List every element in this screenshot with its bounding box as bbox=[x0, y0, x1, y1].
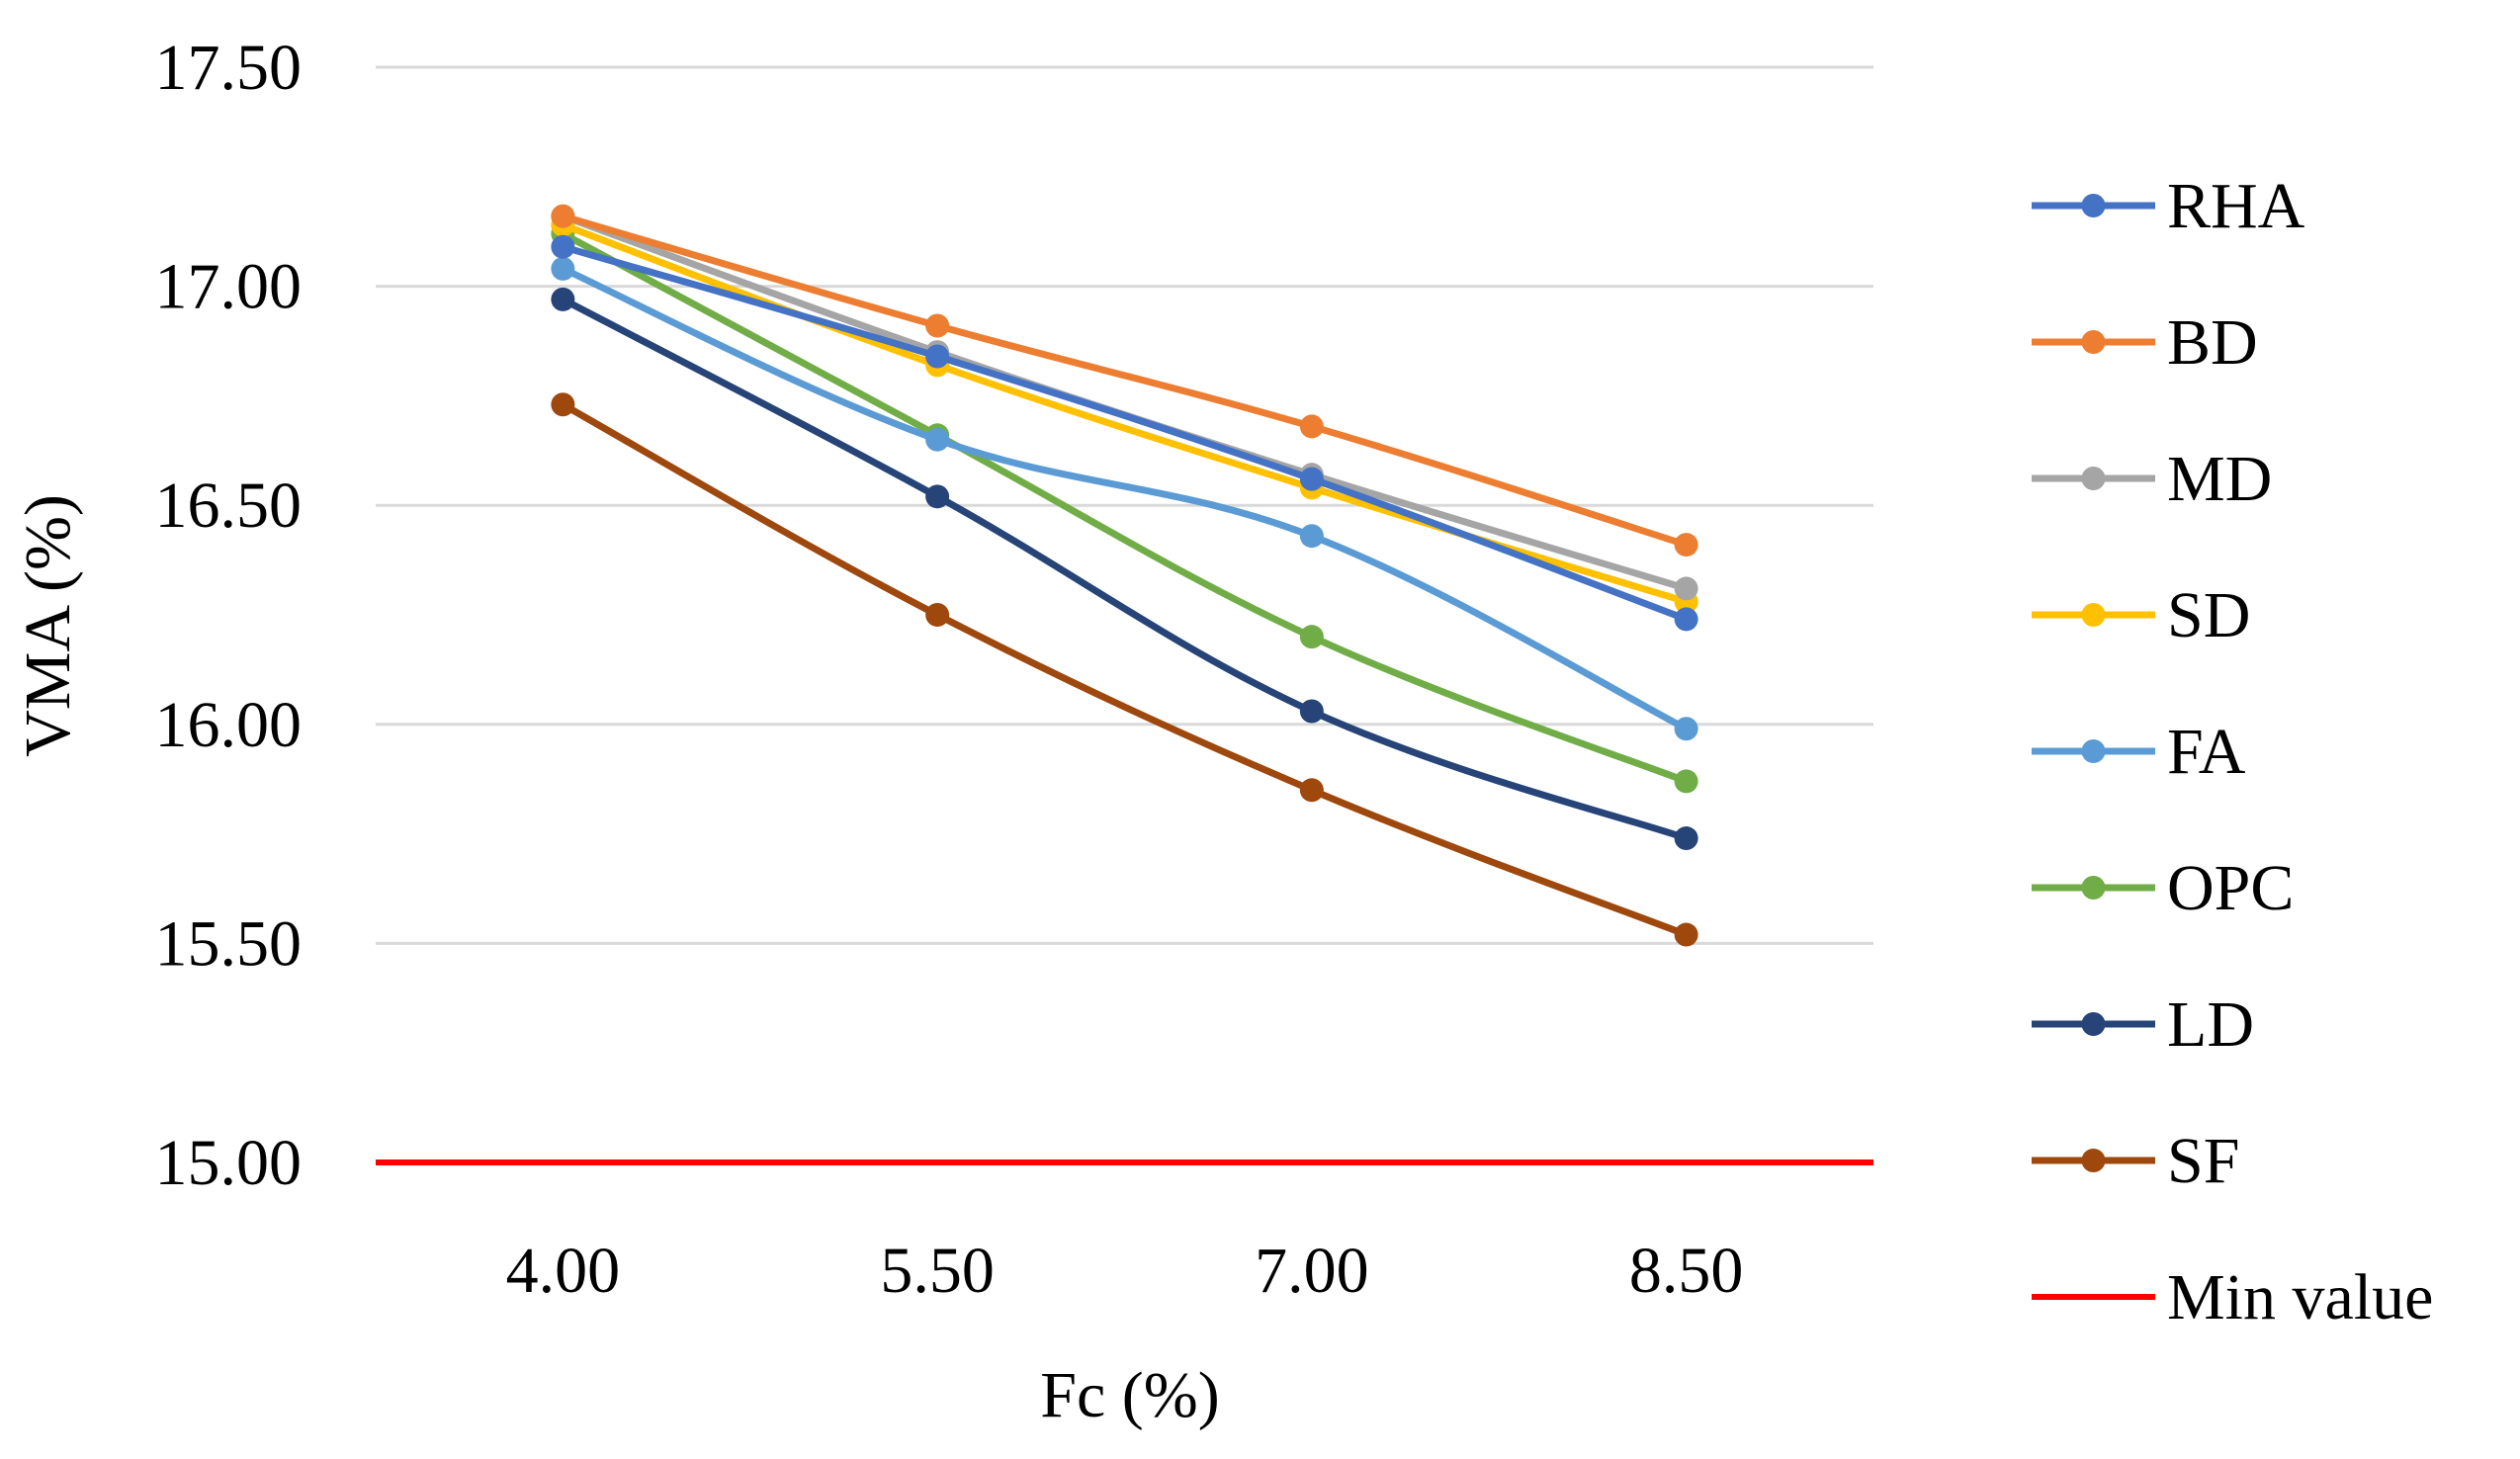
data-point-sf bbox=[925, 603, 950, 627]
y-axis-ticks: 15.00 15.50 16.00 16.50 17.00 17.50 bbox=[155, 32, 303, 1199]
legend-label-sf: SF bbox=[2167, 1125, 2239, 1197]
y-tick-label: 17.00 bbox=[155, 251, 303, 323]
series-line-sf bbox=[559, 400, 1691, 939]
y-tick-label: 15.50 bbox=[155, 907, 303, 980]
series-fa bbox=[551, 256, 1698, 741]
legend: RHA BD MD SD FA OPC LD SF Min value bbox=[2032, 170, 2433, 1333]
series-line-opc bbox=[559, 229, 1691, 785]
data-point-sf bbox=[1299, 778, 1324, 803]
legend-label-fa: FA bbox=[2167, 716, 2246, 788]
data-point-md bbox=[1674, 576, 1698, 601]
series-line-ld bbox=[559, 296, 1691, 842]
x-axis-title: Fc (%) bbox=[1040, 1359, 1219, 1431]
data-point-bd bbox=[1674, 533, 1698, 558]
legend-label-min-value: Min value bbox=[2167, 1261, 2433, 1333]
data-point-sf bbox=[1674, 922, 1698, 947]
data-point-opc bbox=[1299, 625, 1324, 649]
y-tick-label: 15.00 bbox=[155, 1127, 303, 1199]
legend-marker-rha bbox=[2081, 194, 2106, 217]
data-point-rha bbox=[925, 344, 950, 369]
legend-item-rha: RHA bbox=[2032, 170, 2305, 242]
data-point-ld bbox=[551, 287, 575, 311]
legend-label-sd: SD bbox=[2167, 579, 2250, 651]
data-point-rha bbox=[1674, 607, 1698, 632]
series-bd bbox=[551, 204, 1698, 558]
data-point-ld bbox=[1299, 699, 1324, 724]
data-point-opc bbox=[1674, 769, 1698, 794]
data-point-bd bbox=[1299, 414, 1324, 439]
legend-item-md: MD bbox=[2032, 443, 2272, 515]
series-line-rha bbox=[559, 243, 1691, 623]
data-point-fa bbox=[1299, 524, 1324, 549]
x-tick-label: 4.00 bbox=[506, 1235, 621, 1307]
legend-item-sf: SF bbox=[2032, 1125, 2239, 1197]
legend-marker-sf bbox=[2081, 1149, 2106, 1172]
x-tick-label: 8.50 bbox=[1629, 1235, 1744, 1307]
legend-label-ld: LD bbox=[2167, 988, 2254, 1061]
series-line-bd bbox=[559, 213, 1691, 549]
data-point-fa bbox=[551, 256, 575, 281]
data-point-rha bbox=[1299, 467, 1324, 491]
legend-item-opc: OPC bbox=[2032, 852, 2294, 924]
legend-label-md: MD bbox=[2167, 443, 2272, 515]
legend-item-bd: BD bbox=[2032, 306, 2258, 379]
x-tick-label: 5.50 bbox=[880, 1235, 995, 1307]
data-point-bd bbox=[551, 204, 575, 228]
data-point-sf bbox=[551, 392, 575, 417]
y-tick-label: 16.00 bbox=[155, 689, 303, 761]
data-point-ld bbox=[1674, 826, 1698, 851]
y-tick-label: 17.50 bbox=[155, 32, 303, 104]
legend-label-rha: RHA bbox=[2167, 170, 2305, 242]
legend-item-sd: SD bbox=[2032, 579, 2250, 651]
data-point-rha bbox=[551, 234, 575, 259]
legend-marker-opc bbox=[2081, 876, 2106, 900]
series-line-fa bbox=[559, 265, 1691, 732]
legend-label-opc: OPC bbox=[2167, 852, 2294, 924]
legend-marker-sd bbox=[2081, 603, 2106, 627]
series-sf bbox=[551, 392, 1698, 947]
legend-marker-fa bbox=[2081, 739, 2106, 763]
series-line-md bbox=[559, 213, 1691, 592]
legend-marker-ld bbox=[2081, 1012, 2106, 1036]
series-rha bbox=[551, 234, 1698, 632]
x-axis-ticks: 4.00 5.50 7.00 8.50 bbox=[506, 1235, 1744, 1307]
legend-marker-bd bbox=[2081, 330, 2106, 354]
legend-item-ld: LD bbox=[2032, 988, 2254, 1061]
y-tick-label: 16.50 bbox=[155, 470, 303, 542]
series-lines bbox=[376, 204, 1873, 1165]
legend-label-bd: BD bbox=[2167, 306, 2258, 379]
legend-item-fa: FA bbox=[2032, 716, 2246, 788]
series-line-sd bbox=[559, 221, 1691, 606]
data-point-fa bbox=[925, 427, 950, 452]
gridlines bbox=[376, 65, 1873, 945]
y-axis-title: VMA (%) bbox=[12, 494, 84, 757]
legend-item-min-value: Min value bbox=[2032, 1261, 2433, 1333]
data-point-fa bbox=[1674, 717, 1698, 741]
x-tick-label: 7.00 bbox=[1255, 1235, 1369, 1307]
data-point-bd bbox=[925, 313, 950, 338]
legend-marker-md bbox=[2081, 467, 2106, 490]
data-point-ld bbox=[925, 484, 950, 509]
series-ld bbox=[551, 287, 1698, 851]
